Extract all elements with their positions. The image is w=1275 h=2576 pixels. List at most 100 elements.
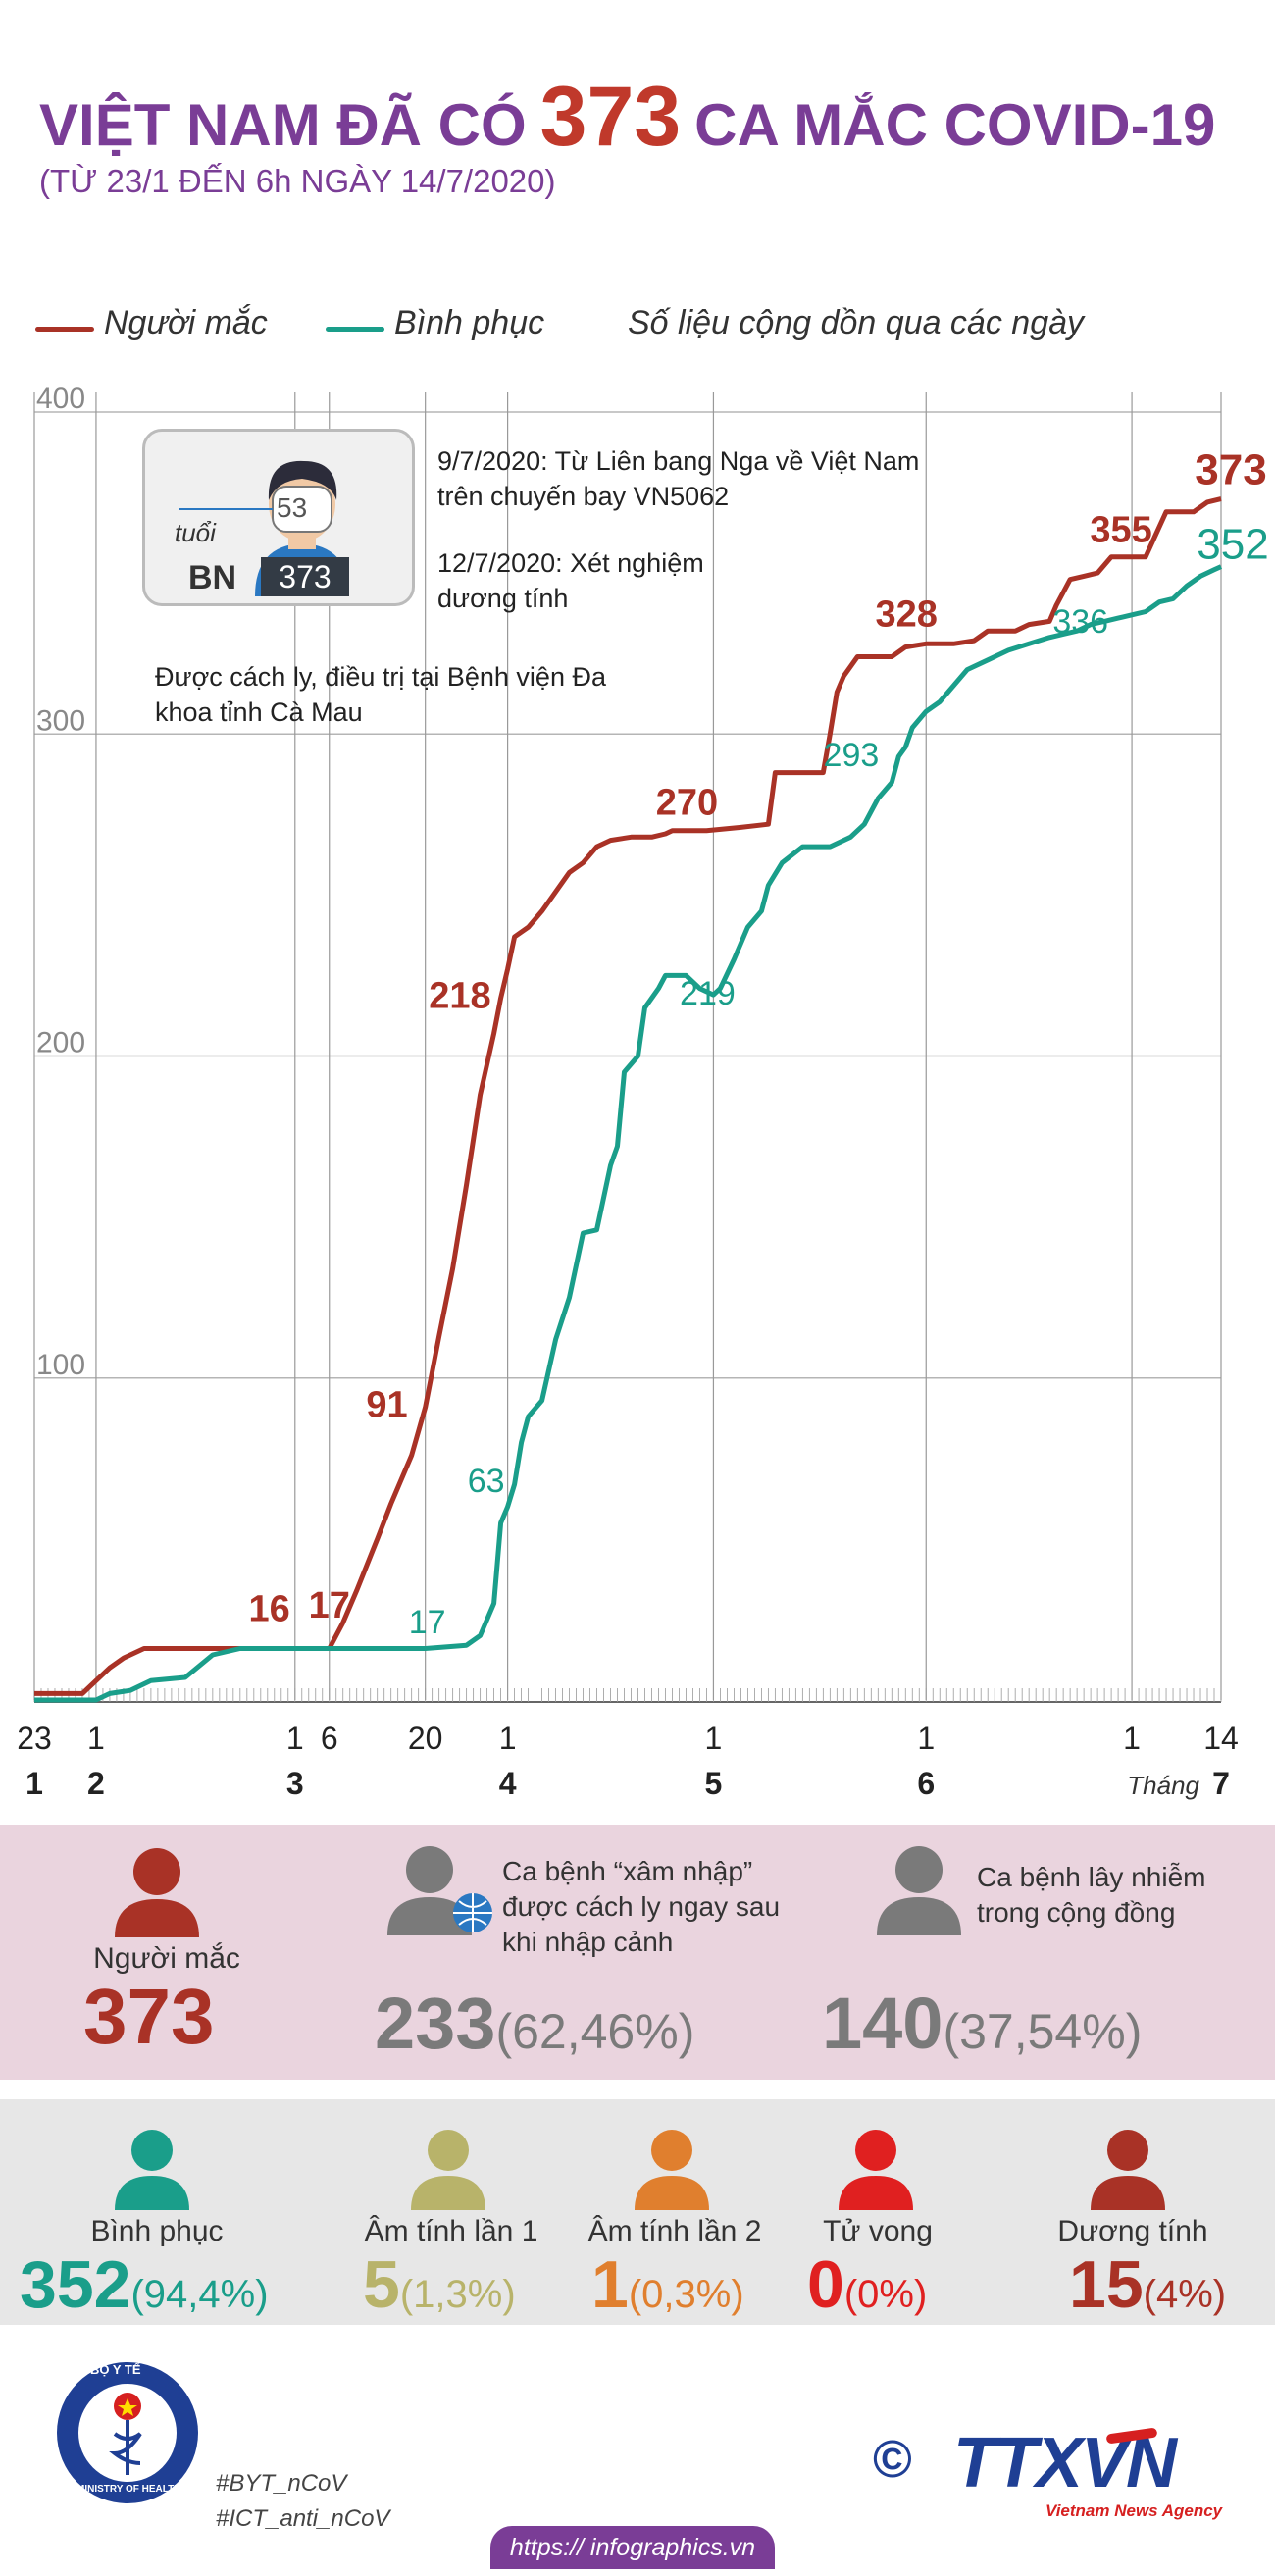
patient-bn-label: BN — [188, 559, 237, 596]
legend-infected-swatch — [35, 327, 94, 332]
copyright-icon: © — [873, 2430, 912, 2489]
hashtag-ict: #ICT_anti_nCoV — [216, 2505, 390, 2532]
x-tick-day: 1 — [87, 1721, 105, 1756]
community-value-group: 140(37,54%) — [822, 1982, 1142, 2065]
ministry-subtitle: MINISTRY OF HEALTH — [76, 2484, 181, 2495]
negative-second-person-icon — [635, 2130, 709, 2210]
infected-data-label: 16 — [248, 1588, 289, 1629]
ministry-title: BỘ Y TẾ — [90, 2362, 141, 2377]
community-percent: (37,54%) — [943, 2004, 1143, 2059]
x-tick-month: 1 — [26, 1766, 43, 1801]
title-number: 373 — [539, 70, 682, 164]
x-tick-day: 1 — [499, 1721, 517, 1756]
page-subtitle: (TỪ 23/1 ĐẾN 6h NGÀY 14/7/2020) — [39, 163, 556, 199]
imported-label: Ca bệnh “xâm nhập” được cách ly ngay sau… — [502, 1856, 781, 1957]
infected-data-label: 373 — [1195, 446, 1266, 494]
infected-data-label: 218 — [429, 975, 490, 1016]
deceased-percent: (0%) — [843, 2273, 928, 2316]
infected-data-label: 270 — [656, 783, 718, 824]
title-prefix: VIỆT NAM ĐÃ CÓ — [39, 92, 527, 158]
x-tick-day: 1 — [1123, 1721, 1141, 1756]
recovered-data-label: 219 — [680, 975, 736, 1012]
patient-age: 53 — [277, 492, 308, 523]
source-url[interactable]: https:// infographics.vn — [490, 2526, 775, 2569]
x-axis-label: Tháng — [1127, 1771, 1199, 1800]
infected-data-label: 355 — [1090, 510, 1151, 551]
infected-data-label: 328 — [876, 593, 938, 635]
recovered-percent: (94,4%) — [130, 2273, 269, 2316]
recovered-value: 352 — [20, 2247, 131, 2322]
y-tick-label: 100 — [36, 1349, 85, 1381]
recovered-data-label: 63 — [468, 1463, 505, 1500]
deceased-value-group: 0(0%) — [807, 2246, 927, 2323]
patient-bn-number: 373 — [261, 557, 349, 596]
x-tick-month: 2 — [87, 1766, 105, 1801]
case-origin-panel: Người mắc 373 Ca bệnh “xâm nhập” được cá… — [0, 1825, 1275, 2080]
patient-age-label: tuổi — [175, 518, 216, 547]
negative-second-percent: (0,3%) — [628, 2273, 744, 2316]
negative-second-value: 1 — [591, 2247, 629, 2322]
negative-second-label: Âm tính lần 2 — [587, 2215, 762, 2247]
x-tick-day: 14 — [1203, 1721, 1239, 1756]
legend-recovered-label: Bình phục — [394, 304, 545, 341]
x-tick-month: 3 — [286, 1766, 304, 1801]
positive-percent: (4%) — [1143, 2273, 1227, 2316]
x-tick-day: 1 — [705, 1721, 723, 1756]
patient-card: 53 tuổi BN 373 — [142, 429, 415, 606]
recovered-data-label: 17 — [409, 1604, 446, 1641]
positive-value: 15 — [1069, 2247, 1144, 2322]
positive-label: Dương tính — [1057, 2215, 1208, 2247]
infected-data-label: 17 — [309, 1585, 350, 1626]
recovered-data-label: 352 — [1197, 521, 1268, 569]
positive-person-icon — [1091, 2130, 1165, 2210]
patient-note-test: 12/7/2020: Xét nghiệm dương tính — [437, 548, 704, 613]
ministry-of-health-logo — [57, 2362, 198, 2503]
imported-person-icon — [387, 1846, 492, 1935]
infected-data-label: 91 — [366, 1384, 407, 1425]
community-person-icon — [877, 1846, 961, 1935]
infected-value: 373 — [83, 1973, 215, 2060]
negative-first-percent: (1,3%) — [399, 2273, 516, 2316]
imported-percent: (62,46%) — [495, 2004, 695, 2059]
ttxvn-subtitle: Vietnam News Agency — [1046, 2501, 1223, 2520]
deceased-value: 0 — [807, 2247, 844, 2322]
deceased-person-icon — [839, 2130, 913, 2210]
x-tick-day: 6 — [321, 1721, 338, 1756]
legend-infected-label: Người mắc — [104, 304, 268, 341]
page-title: VIỆT NAM ĐÃ CÓ 373 CA MẮC COVID-19 — [39, 69, 1215, 166]
recovered-line — [34, 564, 1223, 1703]
legend-recovered-swatch — [326, 327, 384, 332]
community-label: Ca bệnh lây nhiễm trong cộng đồng — [977, 1862, 1206, 1928]
infected-person-icon — [115, 1848, 199, 1937]
negative-first-label: Âm tính lần 1 — [364, 2215, 538, 2247]
x-tick-day: 1 — [917, 1721, 935, 1756]
infected-line — [34, 496, 1222, 1696]
negative-first-value-group: 5(1,3%) — [363, 2246, 516, 2323]
recovered-person-icon — [115, 2130, 189, 2210]
recovered-value-group: 352(94,4%) — [20, 2246, 269, 2323]
negative-second-value-group: 1(0,3%) — [591, 2246, 744, 2323]
y-tick-label: 200 — [36, 1027, 85, 1059]
patient-note-arrival: 9/7/2020: Từ Liên bang Nga về Việt Nam t… — [437, 446, 920, 511]
recovered-label: Bình phục — [90, 2215, 224, 2247]
hashtag-byt: #BYT_nCoV — [216, 2470, 347, 2497]
patient-age-pointer — [178, 508, 273, 510]
recovered-data-label: 336 — [1052, 603, 1108, 641]
x-tick-month: 6 — [917, 1766, 935, 1801]
community-value: 140 — [822, 1983, 944, 2064]
y-tick-label: 300 — [36, 704, 85, 737]
imported-value-group: 233(62,46%) — [375, 1982, 694, 2065]
negative-first-person-icon — [411, 2130, 485, 2210]
legend-note: Số liệu cộng dồn qua các ngày — [628, 304, 1085, 341]
x-tick-month: 5 — [705, 1766, 723, 1801]
x-tick-month: 4 — [499, 1766, 517, 1801]
x-tick-day: 20 — [408, 1721, 443, 1756]
patient-note-treatment: Được cách ly, điều trị tại Bệnh viện Đa … — [155, 662, 606, 727]
x-tick-month: 7 — [1212, 1766, 1230, 1801]
title-suffix: CA MẮC COVID-19 — [694, 92, 1216, 158]
y-tick-label: 400 — [36, 383, 85, 415]
x-tick-day: 23 — [17, 1721, 52, 1756]
negative-first-value: 5 — [363, 2247, 400, 2322]
outcome-panel: Bình phục 352(94,4%) Âm tính lần 1 5(1,3%) Â… — [0, 2099, 1275, 2325]
